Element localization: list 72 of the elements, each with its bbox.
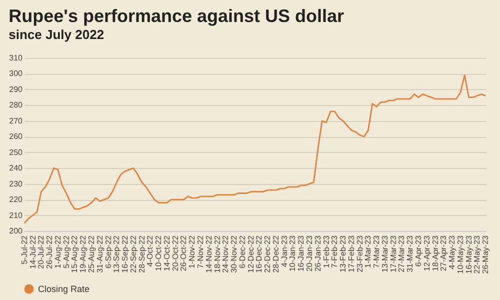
x-tick-label: 1-Nov-22 bbox=[188, 234, 197, 268]
x-tick-label: 7-Nov-22 bbox=[196, 234, 205, 268]
x-tick-label: 28-Dec-22 bbox=[271, 234, 280, 273]
x-tick-label: 16-May-23 bbox=[464, 234, 474, 274]
x-tick-label: 4-Jan-23 bbox=[280, 234, 289, 268]
x-tick-label: 5-Aug-22 bbox=[62, 234, 71, 268]
x-tick-label: 10-Oct-22 bbox=[154, 234, 164, 272]
x-tick-label: 26-May-23 bbox=[481, 234, 490, 274]
y-tick-label: 260 bbox=[9, 132, 24, 142]
x-tick-label: 26-Oct-22 bbox=[179, 234, 188, 272]
x-tick-label: 20-Jan-23 bbox=[305, 234, 314, 272]
x-tick-label: 28-Sep-22 bbox=[137, 234, 146, 273]
x-tick-label: 26-Jan-23 bbox=[313, 234, 322, 272]
x-tick-label: 4-Oct-22 bbox=[146, 234, 155, 267]
x-tick-label: 25-Aug-22 bbox=[86, 234, 96, 273]
x-tick-label: 22-Dec-22 bbox=[263, 234, 272, 273]
x-tick-label: 20-Jul-22 bbox=[36, 234, 46, 269]
x-tick-label: 17-Mar-23 bbox=[388, 234, 398, 272]
y-tick-label: 220 bbox=[9, 195, 24, 204]
x-tick-label: 16-Dec-22 bbox=[254, 234, 264, 273]
x-tick-label: 13-Mar-23 bbox=[380, 234, 390, 272]
x-tick-label: 10-Jan-23 bbox=[288, 234, 298, 272]
x-tick-label: 1-Mar-23 bbox=[364, 234, 373, 268]
x-tick-label: 30-Nov-22 bbox=[230, 234, 239, 273]
y-tick-label: 240 bbox=[9, 164, 24, 173]
x-tick-label: 15-Aug-22 bbox=[70, 234, 80, 273]
x-tick-label: 6-Apr-23 bbox=[414, 234, 424, 267]
x-tick-label: 16-Jan-23 bbox=[296, 234, 306, 272]
x-tick-label: 5-Jul-22 bbox=[20, 234, 29, 264]
x-tick-label: 22-May-23 bbox=[472, 234, 482, 274]
x-tick-label: 14-Oct-22 bbox=[162, 234, 172, 272]
x-tick-label: 26-Jul-22 bbox=[45, 234, 54, 269]
y-tick-label: 250 bbox=[9, 148, 24, 157]
y-tick-label: 310 bbox=[9, 54, 24, 62]
x-tick-label: 6-Dec-22 bbox=[238, 234, 247, 268]
x-tick-label: 6-Sep-22 bbox=[104, 234, 113, 268]
x-tick-label: 14-Nov-22 bbox=[204, 234, 214, 273]
x-tick-label: 17-Feb-23 bbox=[346, 234, 356, 272]
x-tick-label: 16-Sep-22 bbox=[120, 234, 130, 273]
x-tick-label: 13-Feb-23 bbox=[338, 234, 348, 272]
x-tick-label: 12-Apr-23 bbox=[422, 234, 432, 272]
x-tick-label: 1-Aug-22 bbox=[53, 234, 62, 268]
x-tick-label: 27-Mar-23 bbox=[397, 234, 406, 272]
chart-subtitle: since July 2022 bbox=[8, 27, 104, 42]
x-tick-label: 20-Oct-22 bbox=[170, 234, 180, 272]
y-tick-label: 210 bbox=[9, 210, 24, 220]
y-tick-label: 230 bbox=[9, 179, 24, 188]
chart-title: Rupee's performance against US dollar bbox=[8, 6, 344, 26]
x-tick-label: 18-Apr-23 bbox=[430, 234, 440, 272]
legend-label: Closing Rate bbox=[38, 284, 90, 294]
x-tick-label: 31-Aug-22 bbox=[95, 234, 104, 273]
x-tick-label: 14-Jul-22 bbox=[28, 234, 38, 269]
x-tick-label: 12-Dec-22 bbox=[246, 234, 256, 273]
x-tick-label: 7-Feb-23 bbox=[330, 234, 340, 268]
x-tick-label: 24-Nov-22 bbox=[221, 234, 230, 273]
y-tick-label: 280 bbox=[9, 100, 24, 110]
x-tick-label: 18-Nov-22 bbox=[212, 234, 222, 273]
x-tick-label: 13-Sep-22 bbox=[112, 234, 122, 273]
x-tick-label: 19-Aug-22 bbox=[78, 234, 88, 273]
y-tick-label: 200 bbox=[9, 226, 24, 236]
x-tick-label: 31-Mar-23 bbox=[406, 234, 415, 272]
y-tick-label: 290 bbox=[9, 84, 24, 94]
y-tick-label: 300 bbox=[9, 69, 24, 78]
y-tick-label: 270 bbox=[9, 116, 24, 126]
x-tick-label: 4-May-23 bbox=[448, 234, 457, 270]
x-tick-label: 1-Feb-23 bbox=[322, 234, 331, 268]
x-tick-label: 22-Sep-22 bbox=[128, 234, 138, 273]
x-tick-label: 23-Feb-23 bbox=[355, 234, 364, 272]
line-series bbox=[24, 74, 486, 224]
x-tick-label: 7-Mar-23 bbox=[372, 234, 382, 268]
x-tick-label: 27-Apr-23 bbox=[439, 234, 448, 272]
x-tick-label: 10-May-23 bbox=[456, 234, 465, 274]
